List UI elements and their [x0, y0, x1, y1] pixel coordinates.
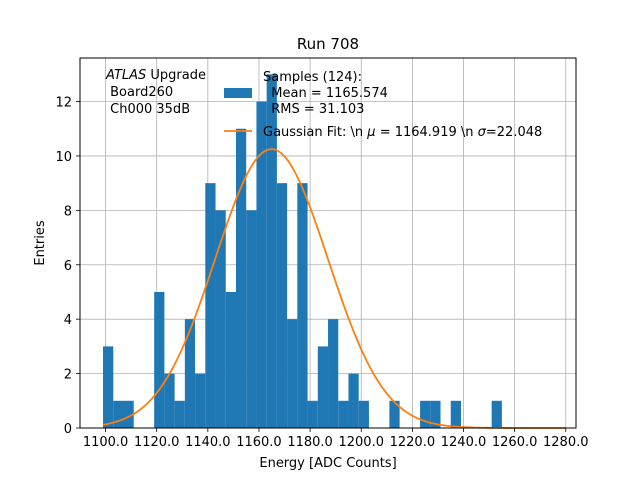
plot-frame	[79, 57, 577, 429]
histogram-bar	[287, 319, 298, 428]
legend-samples-swatch	[224, 88, 252, 98]
histogram-bar	[123, 400, 134, 428]
histogram-bar	[307, 400, 318, 428]
y-tick-label: 10	[55, 150, 72, 165]
annotation-line-3: Ch000 35dB	[106, 102, 190, 117]
annotation-box: ATLAS Upgrade Board260 Ch000 35dB	[105, 68, 206, 117]
histogram-bar	[430, 400, 441, 428]
histogram-bar	[154, 291, 165, 428]
annotation-line-2: Board260	[106, 85, 173, 100]
histogram-bar	[205, 183, 216, 428]
histogram-bar	[389, 400, 400, 428]
annotation-line-1: ATLAS Upgrade	[105, 68, 206, 83]
y-axis-ticks: 0 2 4 6 8 10 12	[55, 96, 80, 437]
histogram-bar	[317, 346, 329, 428]
histogram-bar	[225, 291, 236, 428]
histogram-bar	[103, 346, 114, 428]
x-tick-label: 1200.0	[338, 435, 384, 450]
y-tick-label: 6	[64, 259, 72, 274]
histogram-bar	[235, 128, 247, 428]
legend-fit-mu: μ	[366, 125, 375, 140]
histogram-bar	[184, 319, 196, 428]
x-axis-label: Energy [ADC Counts]	[259, 456, 396, 471]
legend-fit-part-1: Gaussian Fit: \n	[263, 125, 367, 140]
y-tick-label: 0	[64, 422, 72, 437]
legend-fit-part-2: = 1164.919 \n	[376, 125, 478, 140]
x-tick-label: 1140.0	[185, 435, 231, 450]
histogram-bar	[358, 400, 369, 428]
histogram-bar	[195, 373, 206, 428]
histogram-bar	[266, 74, 277, 428]
legend-samples-line-3: RMS = 31.103	[263, 102, 364, 117]
histogram-bars	[103, 74, 502, 428]
histogram-bar	[338, 400, 349, 428]
y-tick-label: 4	[64, 313, 72, 328]
x-tick-label: 1280.0	[543, 435, 589, 450]
histogram-bar	[246, 210, 257, 428]
y-axis-label: Entries	[33, 220, 48, 266]
legend-fit-sigma: σ	[478, 125, 487, 140]
annotation-upgrade: Upgrade	[146, 68, 206, 83]
histogram-bar	[174, 400, 185, 428]
x-tick-label: 1180.0	[287, 435, 333, 450]
legend: Samples (124): Mean = 1165.574 RMS = 31.…	[224, 70, 542, 140]
legend-samples-line-2: Mean = 1165.574	[263, 86, 388, 101]
x-axis-ticks: 1100.0 1120.0 1140.0 1160.0 1180.0 1200.0 1220…	[83, 428, 589, 450]
legend-samples-line-1: Samples (124):	[263, 70, 362, 85]
histogram-bar	[450, 400, 461, 428]
x-tick-label: 1260.0	[492, 435, 538, 450]
histogram-bar	[164, 373, 175, 428]
x-tick-label: 1100.0	[83, 435, 129, 450]
histogram-bar	[297, 183, 308, 428]
y-tick-label: 8	[64, 204, 72, 219]
histogram-bar	[276, 183, 288, 428]
x-tick-label: 1240.0	[441, 435, 487, 450]
y-tick-label: 12	[55, 96, 72, 111]
histogram-bar	[215, 210, 226, 428]
histogram-bar	[113, 400, 124, 428]
histogram-bar	[348, 373, 359, 428]
y-tick-label: 2	[64, 368, 72, 383]
legend-fit-label: Gaussian Fit: \n μ = 1164.919 \n σ=22.04…	[263, 125, 542, 140]
x-tick-label: 1220.0	[390, 435, 436, 450]
histogram-bar	[328, 319, 339, 428]
histogram-bar	[420, 400, 431, 428]
annotation-atlas: ATLAS	[105, 68, 146, 83]
histogram-bar	[491, 400, 502, 428]
histogram-bar	[256, 101, 267, 428]
chart-title: Run 708	[297, 35, 359, 53]
x-tick-label: 1120.0	[134, 435, 180, 450]
x-tick-label: 1160.0	[236, 435, 282, 450]
legend-fit-part-3: =22.048	[486, 125, 542, 140]
